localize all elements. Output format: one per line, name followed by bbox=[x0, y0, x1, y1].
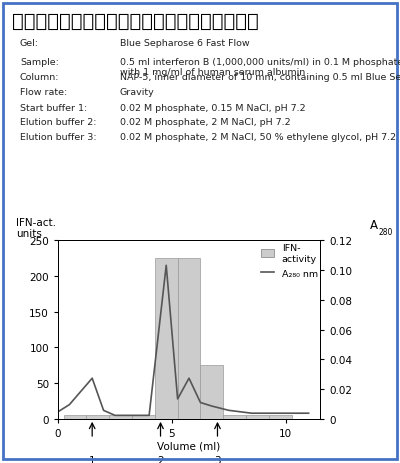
Bar bbox=[246, 415, 269, 419]
Text: 0.02 M phosphate, 2 M NaCl, pH 7.2: 0.02 M phosphate, 2 M NaCl, pH 7.2 bbox=[120, 118, 291, 127]
Text: Sample:: Sample: bbox=[20, 57, 59, 66]
Text: Elution buffer 2:: Elution buffer 2: bbox=[20, 118, 96, 127]
Text: Gel:: Gel: bbox=[20, 39, 39, 48]
Text: 1: 1 bbox=[89, 455, 96, 463]
Bar bbox=[178, 258, 200, 419]
Bar bbox=[109, 415, 132, 419]
Text: Elution buffer 3:: Elution buffer 3: bbox=[20, 132, 97, 141]
Text: 3: 3 bbox=[214, 455, 221, 463]
Text: Flow rate:: Flow rate: bbox=[20, 88, 67, 97]
Bar bbox=[64, 415, 86, 419]
Text: 0.5 ml interferon B (1,000,000 units/ml) in 0.1 M phosphate pH 7.4
with 1 mg/ml : 0.5 ml interferon B (1,000,000 units/ml)… bbox=[120, 57, 400, 77]
X-axis label: Volume (ml): Volume (ml) bbox=[157, 441, 221, 451]
Text: A: A bbox=[370, 219, 378, 232]
Text: IFN-act.
units: IFN-act. units bbox=[16, 218, 56, 239]
Bar bbox=[200, 365, 223, 419]
Bar bbox=[269, 415, 292, 419]
Text: Blue Sepharose 6 Fast Flow: Blue Sepharose 6 Fast Flow bbox=[120, 39, 250, 48]
Bar bbox=[132, 415, 155, 419]
Text: 0.02 M phosphate, 0.15 M NaCl, pH 7.2: 0.02 M phosphate, 0.15 M NaCl, pH 7.2 bbox=[120, 104, 306, 113]
Bar bbox=[155, 258, 178, 419]
Text: Start buffer 1:: Start buffer 1: bbox=[20, 104, 87, 113]
Text: ヒト血清アルブミンとインターフェロンの精製: ヒト血清アルブミンとインターフェロンの精製 bbox=[12, 12, 259, 31]
Text: 0.02 M phosphate, 2 M NaCl, 50 % ethylene glycol, pH 7.2: 0.02 M phosphate, 2 M NaCl, 50 % ethylen… bbox=[120, 132, 396, 141]
Text: Gravity: Gravity bbox=[120, 88, 155, 97]
Bar bbox=[86, 415, 109, 419]
Text: NAP-5, inner diameter of 10 mm, containing 0.5 ml Blue Sepharose: NAP-5, inner diameter of 10 mm, containi… bbox=[120, 73, 400, 81]
Text: 280: 280 bbox=[379, 227, 393, 236]
Bar bbox=[223, 415, 246, 419]
Legend: IFN-
activity, A₂₈₀ nm: IFN- activity, A₂₈₀ nm bbox=[261, 244, 318, 278]
Text: Column:: Column: bbox=[20, 73, 60, 81]
Text: 2: 2 bbox=[157, 455, 164, 463]
